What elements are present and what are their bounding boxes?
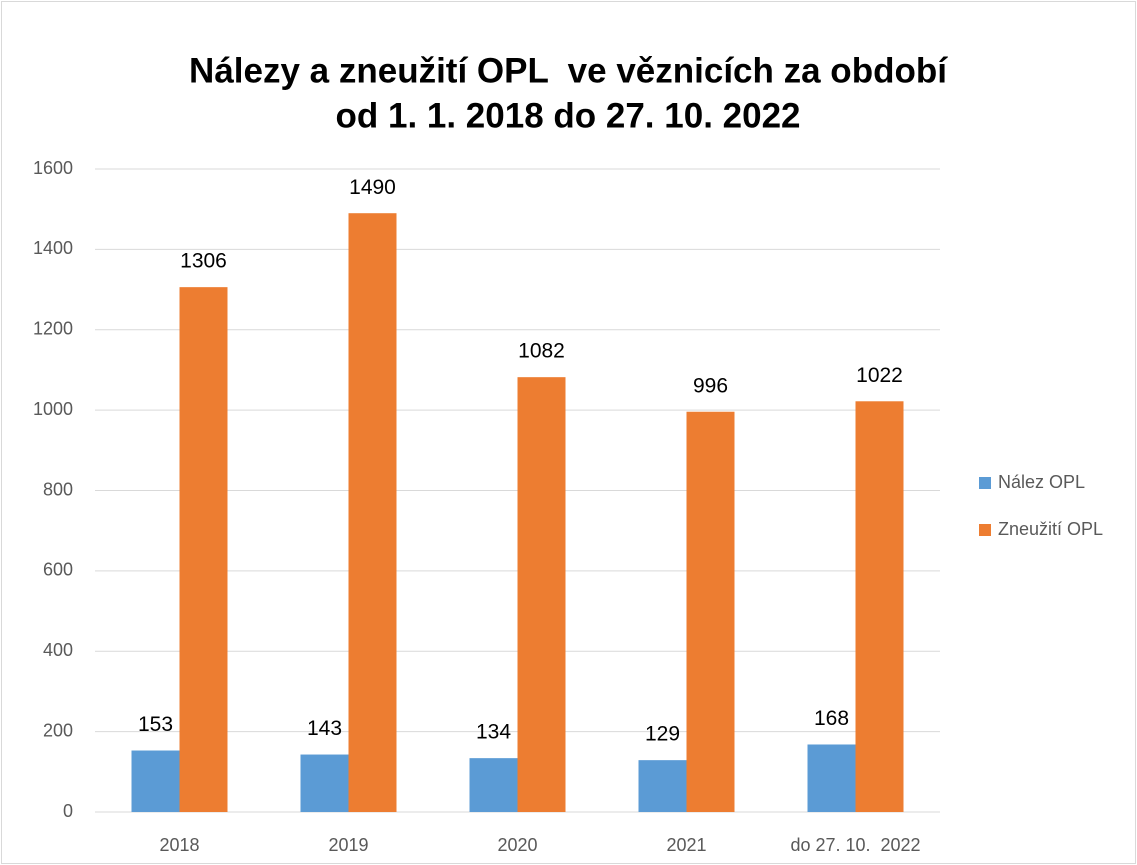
data-label: 1306 [180, 250, 227, 273]
legend-swatch [979, 477, 991, 489]
bar [469, 758, 518, 812]
chart-title: od 1. 1. 2018 do 27. 10. 2022 [336, 96, 801, 135]
data-label: 143 [307, 717, 342, 740]
chart-title: Nálezy a zneužití OPL ve věznicích za ob… [189, 51, 948, 90]
x-tick-label: 2019 [328, 835, 368, 855]
y-tick-label: 1400 [33, 238, 73, 258]
legend-label: Zneužití OPL [998, 519, 1103, 539]
bar [686, 411, 735, 812]
legend-swatch [979, 524, 991, 536]
data-label: 129 [645, 723, 680, 746]
y-tick-label: 1200 [33, 319, 73, 339]
bar [807, 744, 856, 812]
data-label: 134 [476, 721, 511, 744]
data-label: 1490 [349, 176, 396, 199]
y-tick-label: 1000 [33, 399, 73, 419]
bar [855, 401, 904, 812]
bar [179, 287, 228, 812]
bar [300, 754, 349, 812]
data-label: 996 [693, 374, 728, 397]
x-tick-label: 2018 [159, 835, 199, 855]
bar [131, 750, 180, 812]
y-tick-label: 400 [43, 640, 73, 660]
bar [348, 213, 397, 813]
y-tick-label: 600 [43, 560, 73, 580]
y-tick-label: 800 [43, 479, 73, 499]
x-tick-label: do 27. 10. 2022 [790, 835, 920, 855]
x-tick-label: 2020 [497, 835, 537, 855]
legend-label: Nález OPL [998, 472, 1085, 492]
y-tick-label: 200 [43, 720, 73, 740]
x-tick-label: 2021 [666, 835, 706, 855]
data-label: 168 [814, 707, 849, 730]
data-label: 1022 [856, 364, 903, 387]
y-tick-label: 0 [63, 801, 73, 821]
data-label: 153 [138, 713, 173, 736]
data-label: 1082 [518, 340, 565, 363]
bar [638, 760, 687, 812]
y-tick-label: 1600 [33, 158, 73, 178]
bar [517, 377, 566, 812]
